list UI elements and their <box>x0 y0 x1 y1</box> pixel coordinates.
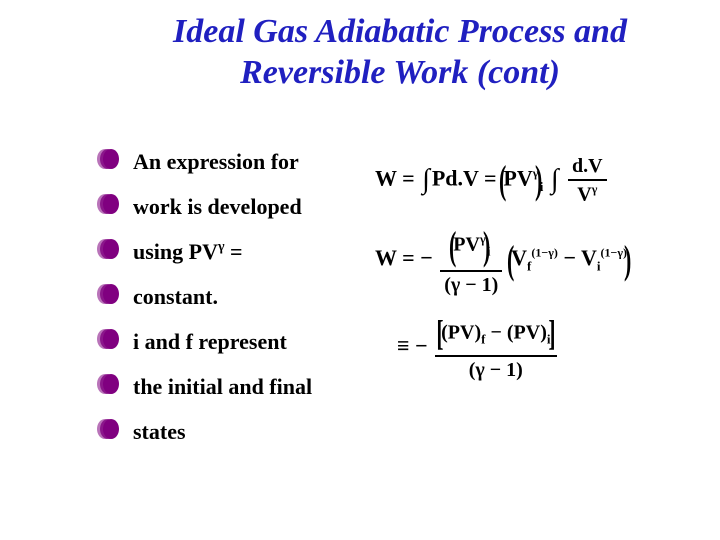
sym-one: 1 <box>482 274 492 296</box>
sym-i: i <box>597 258 601 273</box>
sym-gamma: γ <box>592 182 598 196</box>
sym-d: d. <box>572 155 588 177</box>
sym-eq: = <box>402 245 415 270</box>
bullet-icon <box>95 328 121 355</box>
sym-V: V <box>588 155 602 177</box>
bullet-row: constant. <box>95 283 355 310</box>
body-text: An expression for work is developed usin… <box>95 140 355 463</box>
sym-gamma: γ <box>475 359 484 381</box>
bullet-icon <box>95 283 121 310</box>
slide-title: Ideal Gas Adiabatic Process and Reversib… <box>110 12 690 94</box>
bullet-text-pre: using PV <box>133 239 218 264</box>
bullet-text: the initial and final <box>133 374 312 400</box>
sym-minus: − <box>420 245 433 270</box>
exp-1mg: (1−γ) <box>531 245 557 259</box>
fraction-denominator: (γ − 1) <box>435 357 556 381</box>
equation-1: W = ∫Pd.V = (PVγ)i ∫ d.V Vγ <box>375 155 705 206</box>
fraction: d.V Vγ <box>568 155 607 206</box>
paren-left-icon: ( <box>507 240 514 280</box>
title-line-1: Ideal Gas Adiabatic Process and <box>173 13 627 50</box>
fraction-denominator: (γ − 1) <box>440 272 502 296</box>
bullet-icon <box>95 238 121 265</box>
bullet-icon <box>95 193 121 220</box>
bullet-row: i and f represent <box>95 328 355 355</box>
integral-icon: ∫ <box>422 166 430 194</box>
equations-block: W = ∫Pd.V = (PVγ)i ∫ d.V Vγ W = − (PVγ)i… <box>375 155 705 399</box>
sym-eq: = <box>402 165 415 190</box>
sym-f: f <box>527 258 531 273</box>
equation-2: W = − (PVγ)i (γ − 1) (Vf(1−γ) − Vi(1−γ)) <box>375 224 705 296</box>
bullet-row: work is developed <box>95 193 355 220</box>
sym-one: 1 <box>506 359 516 381</box>
sym-gamma: γ <box>451 274 460 296</box>
paren-left-icon: ( <box>499 160 506 200</box>
bullet-text: work is developed <box>133 194 302 220</box>
bracket-left-icon: [ <box>436 314 443 354</box>
sym-P: P <box>432 165 445 190</box>
equation-3: ≡ − [(PV)f − (PV)i] (γ − 1) <box>375 314 705 382</box>
sym-minus: − <box>465 274 476 296</box>
bullet-row: states <box>95 418 355 445</box>
sym-d: d. <box>445 165 463 190</box>
fraction: [(PV)f − (PV)i] (γ − 1) <box>435 314 556 382</box>
title-line-2: Reversible Work (cont) <box>240 54 560 91</box>
bullet-text: states <box>133 419 186 445</box>
bullet-row: using PVγ = <box>95 238 355 265</box>
paren-right-icon: ) <box>483 224 490 268</box>
bullet-text: constant. <box>133 284 218 310</box>
sym-eq: = <box>484 165 497 190</box>
bracket-right-icon: ] <box>548 314 555 354</box>
bullet-icon <box>95 373 121 400</box>
sym-minus: − <box>415 333 428 358</box>
bullet-text: An expression for <box>133 149 299 175</box>
bullet-icon <box>95 148 121 175</box>
sym-minus: − <box>490 359 501 381</box>
sym-minus: − <box>563 245 576 270</box>
slide: Ideal Gas Adiabatic Process and Reversib… <box>0 0 720 540</box>
fraction: (PVγ)i (γ − 1) <box>440 224 502 296</box>
paren-right-icon: ) <box>624 240 631 280</box>
sym-PV: PV <box>503 165 532 190</box>
paren-left-icon: ( <box>449 224 456 268</box>
integral-icon: ∫ <box>551 166 559 194</box>
sym-minus: − <box>490 321 501 343</box>
bullet-text-post: = <box>225 239 243 264</box>
fraction-numerator: (PVγ)i <box>440 224 502 272</box>
fraction-denominator: Vγ <box>568 181 607 206</box>
sym-PV: PV <box>453 233 480 255</box>
sym-f: f <box>481 331 485 346</box>
fraction-numerator: d.V <box>568 155 607 181</box>
sym-V: V <box>577 184 591 206</box>
sym-PV: PV <box>514 321 541 343</box>
bullet-icon <box>95 418 121 445</box>
paren-right-icon: ) <box>535 160 542 200</box>
bullet-text: i and f represent <box>133 329 287 355</box>
sym-ident: ≡ <box>397 333 410 358</box>
bullet-text: using PVγ = <box>133 239 243 265</box>
bullet-row: the initial and final <box>95 373 355 400</box>
sym-V: V <box>463 165 479 190</box>
sym-W: W <box>375 245 397 270</box>
sym-W: W <box>375 165 397 190</box>
sym-V: V <box>581 245 597 270</box>
bullet-row: An expression for <box>95 148 355 175</box>
sym-PV: PV <box>448 321 475 343</box>
fraction-numerator: [(PV)f − (PV)i] <box>435 314 556 358</box>
